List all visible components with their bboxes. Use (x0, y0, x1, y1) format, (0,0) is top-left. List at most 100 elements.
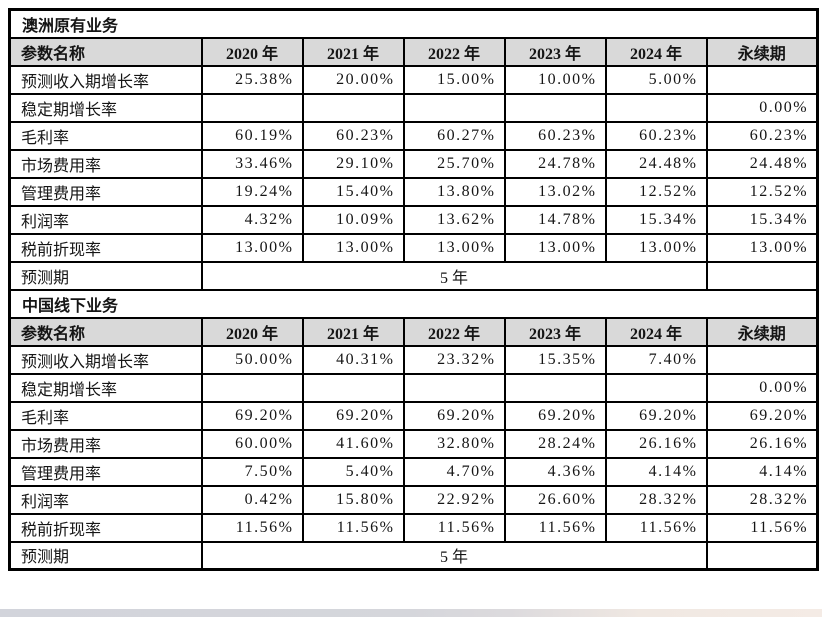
value-cell (200, 92, 304, 123)
row-label: 毛利率 (8, 120, 203, 151)
value-cell (503, 372, 607, 403)
table-row: 稳定期增长率 0.00% (8, 92, 819, 123)
column-header: 2021 年 (301, 316, 405, 347)
value-cell: 60.23% (503, 120, 607, 151)
row-label: 稳定期增长率 (8, 92, 203, 123)
value-cell (200, 372, 304, 403)
bottom-window-edge (0, 609, 822, 617)
value-cell: 14.78% (503, 204, 607, 235)
row-label: 预测期 (8, 540, 203, 571)
row-label: 预测期 (8, 260, 203, 291)
value-cell: 5.00% (604, 64, 708, 95)
value-cell: 60.19% (200, 120, 304, 151)
value-cell (402, 372, 506, 403)
value-cell: 50.00% (200, 344, 304, 375)
forecast-period-value: 5 年 (200, 540, 708, 571)
value-cell: 40.31% (301, 344, 405, 375)
value-cell: 26.16% (705, 428, 819, 459)
table-row: 市场费用率 60.00% 41.60% 32.80% 28.24% 26.16% 26.16… (8, 428, 819, 459)
row-label: 市场费用率 (8, 428, 203, 459)
value-cell: 13.00% (301, 232, 405, 263)
value-cell: 28.32% (705, 484, 819, 515)
param-name-header: 参数名称 (8, 316, 203, 347)
value-cell: 28.24% (503, 428, 607, 459)
value-cell: 4.36% (503, 456, 607, 487)
table-row: 税前折现率 11.56% 11.56% 11.56% 11.56% 11.56% 11.56… (8, 512, 819, 543)
value-cell: 4.14% (604, 456, 708, 487)
value-cell: 7.50% (200, 456, 304, 487)
column-header: 2022 年 (402, 36, 506, 67)
value-cell: 33.46% (200, 148, 304, 179)
value-cell: 4.32% (200, 204, 304, 235)
value-cell (705, 344, 819, 375)
value-cell: 11.56% (200, 512, 304, 543)
value-cell: 69.20% (503, 400, 607, 431)
value-cell: 60.23% (604, 120, 708, 151)
table-row: 毛利率 69.20% 69.20% 69.20% 69.20% 69.20% 69.20% (8, 400, 819, 431)
value-cell: 15.80% (301, 484, 405, 515)
section-title: 中国线下业务 (8, 288, 819, 319)
table-row: 市场费用率 33.46% 29.10% 25.70% 24.78% 24.48% 24.48… (8, 148, 819, 179)
column-header: 2023 年 (503, 316, 607, 347)
value-cell: 11.56% (301, 512, 405, 543)
value-cell: 26.16% (604, 428, 708, 459)
value-cell: 15.35% (503, 344, 607, 375)
table-row: 利润率 0.42% 15.80% 22.92% 26.60% 28.32% 28.32% (8, 484, 819, 515)
forecast-period-value: 5 年 (200, 260, 708, 291)
value-cell: 10.09% (301, 204, 405, 235)
value-cell: 20.00% (301, 64, 405, 95)
value-cell: 0.00% (705, 372, 819, 403)
value-cell: 15.00% (402, 64, 506, 95)
value-cell: 24.48% (705, 148, 819, 179)
row-label: 预测收入期增长率 (8, 64, 203, 95)
forecast-period-perpetual-cell (705, 540, 819, 571)
value-cell (503, 92, 607, 123)
value-cell (604, 372, 708, 403)
row-label: 市场费用率 (8, 148, 203, 179)
value-cell: 32.80% (402, 428, 506, 459)
table-row: 稳定期增长率 0.00% (8, 372, 819, 403)
table-header-row: 参数名称 2020 年 2021 年 2022 年 2023 年 2024 年永续期 (8, 316, 819, 347)
value-cell: 23.32% (402, 344, 506, 375)
value-cell: 22.92% (402, 484, 506, 515)
value-cell: 19.24% (200, 176, 304, 207)
value-cell: 11.56% (705, 512, 819, 543)
value-cell: 15.40% (301, 176, 405, 207)
value-cell: 25.70% (402, 148, 506, 179)
value-cell: 11.56% (604, 512, 708, 543)
table-row: 管理费用率 7.50% 5.40% 4.70% 4.36% 4.14% 4.14% (8, 456, 819, 487)
value-cell: 69.20% (301, 400, 405, 431)
value-cell: 11.56% (503, 512, 607, 543)
column-header: 2024 年 (604, 36, 708, 67)
value-cell: 10.00% (503, 64, 607, 95)
value-cell: 60.00% (200, 428, 304, 459)
section-title: 澳洲原有业务 (8, 8, 819, 39)
forecast-parameters-table: 澳洲原有业务 参数名称 2020 年 2021 年 2022 年 2023 年 2024 年… (8, 8, 820, 571)
table-row: 利润率 4.32% 10.09% 13.62% 14.78% 15.34% 15.34% (8, 204, 819, 235)
value-cell: 4.70% (402, 456, 506, 487)
value-cell: 12.52% (705, 176, 819, 207)
row-label: 毛利率 (8, 400, 203, 431)
column-header: 2021 年 (301, 36, 405, 67)
value-cell: 25.38% (200, 64, 304, 95)
value-cell: 24.78% (503, 148, 607, 179)
value-cell: 0.00% (705, 92, 819, 123)
column-header: 2020 年 (200, 36, 304, 67)
forecast-period-row: 预测期 5 年 (8, 260, 819, 291)
forecast-period-row: 预测期 5 年 (8, 540, 819, 571)
row-label: 管理费用率 (8, 456, 203, 487)
forecast-period-perpetual-cell (705, 260, 819, 291)
table-row: 税前折现率 13.00% 13.00% 13.00% 13.00% 13.00% 13.00… (8, 232, 819, 263)
value-cell: 11.56% (402, 512, 506, 543)
column-header: 2022 年 (402, 316, 506, 347)
value-cell (402, 92, 506, 123)
row-label: 利润率 (8, 204, 203, 235)
section-title-row: 中国线下业务 (8, 288, 819, 319)
value-cell: 13.00% (705, 232, 819, 263)
column-header: 永续期 (705, 36, 819, 67)
row-label: 管理费用率 (8, 176, 203, 207)
value-cell: 12.52% (604, 176, 708, 207)
value-cell: 13.62% (402, 204, 506, 235)
row-label: 利润率 (8, 484, 203, 515)
value-cell (301, 372, 405, 403)
